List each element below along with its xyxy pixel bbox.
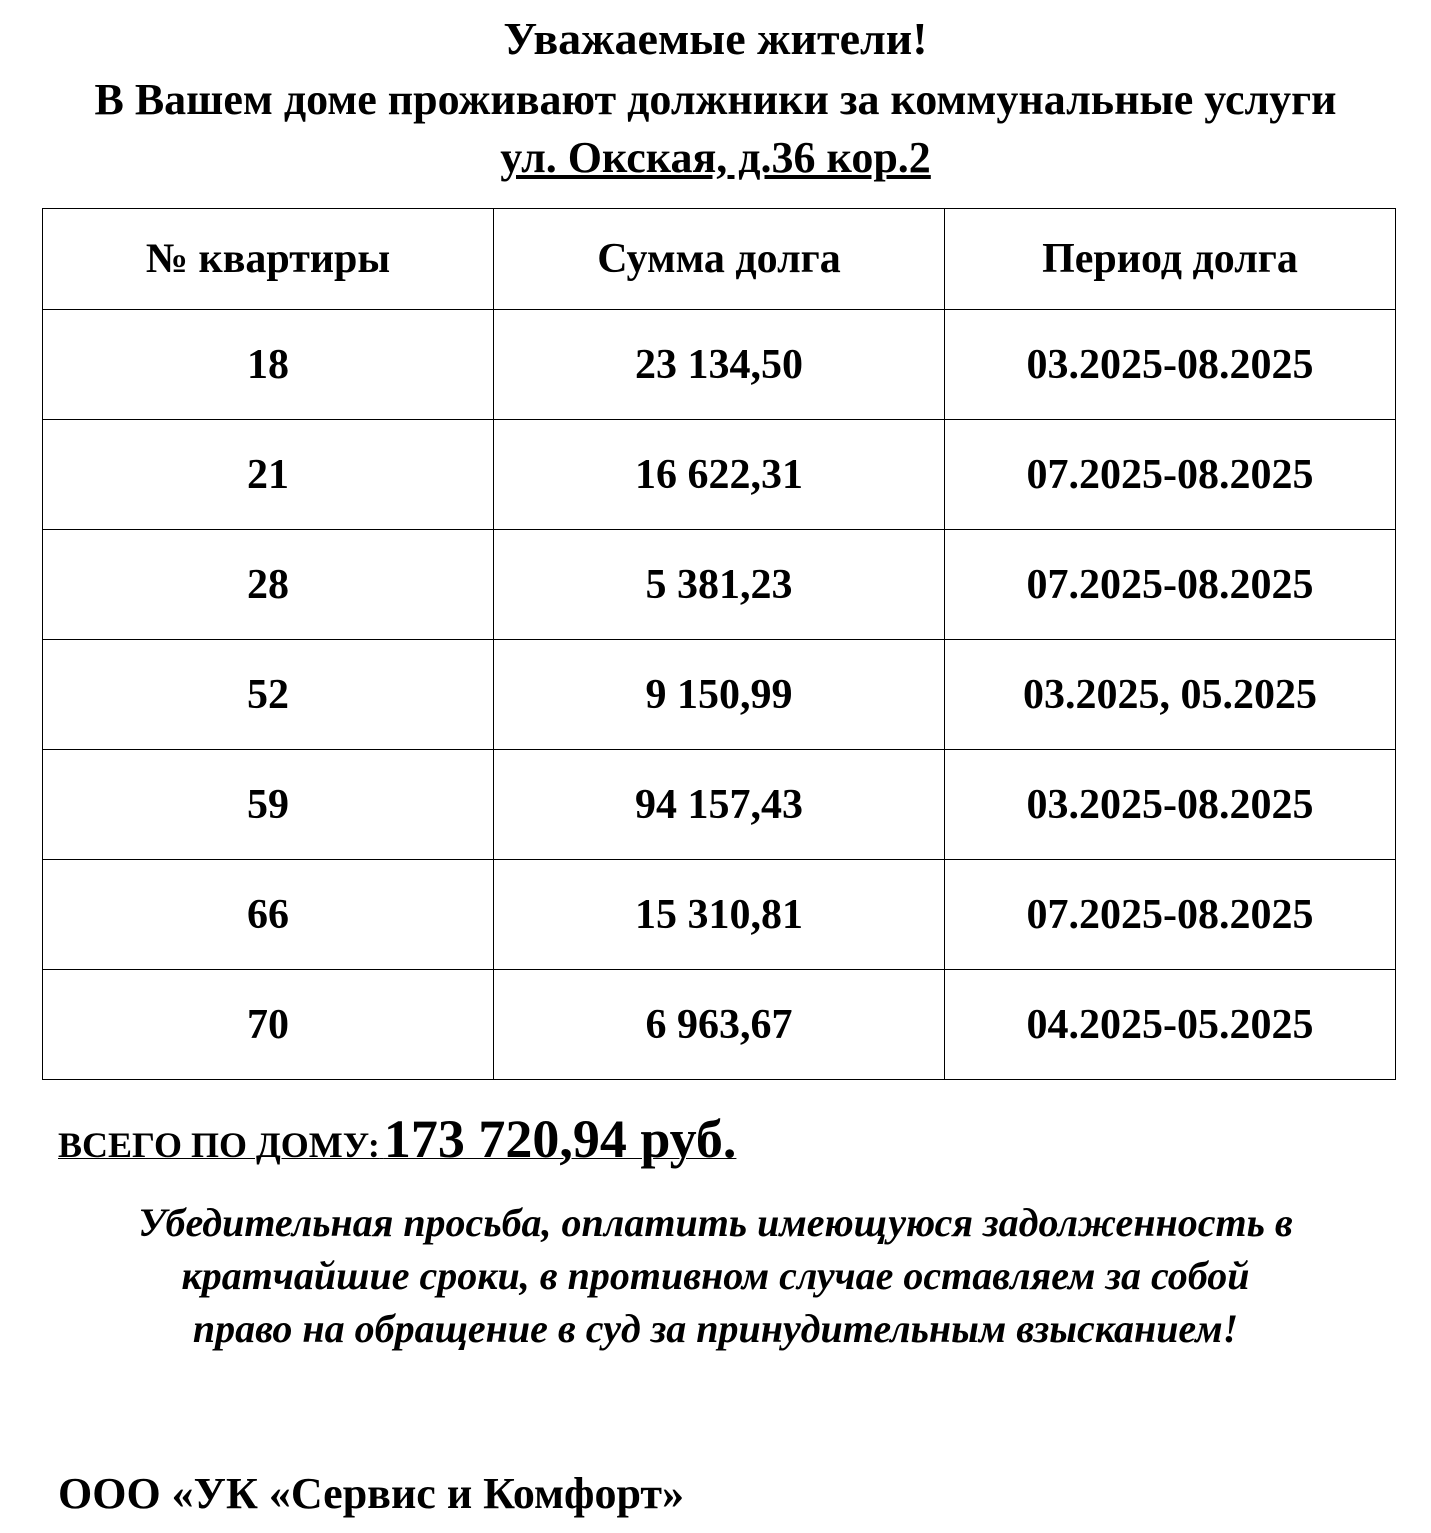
payment-request: Убедительная просьба, оплатить имеющуюся… xyxy=(0,1196,1431,1355)
cell-apartment: 21 xyxy=(42,419,494,530)
debtors-table: № квартиры Сумма долга Период долга 18 23… xyxy=(42,208,1396,1080)
greeting-heading: Уважаемые жители! xyxy=(503,13,928,64)
cell-period: 07.2025-08.2025 xyxy=(944,419,1396,530)
table-row: 18 23 134,50 03.2025-08.2025 xyxy=(42,309,1396,420)
cell-amount: 94 157,43 xyxy=(493,749,945,860)
cell-amount: 5 381,23 xyxy=(493,529,945,640)
cell-amount: 9 150,99 xyxy=(493,639,945,750)
payment-request-line: кратчайшие сроки, в противном случае ост… xyxy=(181,1253,1250,1298)
total-label: ВСЕГО ПО ДОМУ: xyxy=(58,1125,380,1165)
cell-amount: 23 134,50 xyxy=(493,309,945,420)
cell-period: 07.2025-08.2025 xyxy=(944,859,1396,970)
table-row: 21 16 622,31 07.2025-08.2025 xyxy=(42,419,1396,530)
cell-period: 07.2025-08.2025 xyxy=(944,529,1396,640)
cell-period: 04.2025-05.2025 xyxy=(944,969,1396,1080)
cell-apartment: 18 xyxy=(42,309,494,420)
table-row: 28 5 381,23 07.2025-08.2025 xyxy=(42,529,1396,640)
address-text: ул. Окская, д.36 кор.2 xyxy=(500,133,931,182)
table-row: 52 9 150,99 03.2025, 05.2025 xyxy=(42,639,1396,750)
cell-period: 03.2025-08.2025 xyxy=(944,749,1396,860)
cell-apartment: 59 xyxy=(42,749,494,860)
column-header-apartment: № квартиры xyxy=(42,208,494,310)
cell-period: 03.2025-08.2025 xyxy=(944,309,1396,420)
payment-request-line: право на обращение в суд за принудительн… xyxy=(192,1306,1239,1351)
cell-apartment: 70 xyxy=(42,969,494,1080)
payment-request-line: Убедительная просьба, оплатить имеющуюся… xyxy=(138,1200,1293,1245)
table-row: 66 15 310,81 07.2025-08.2025 xyxy=(42,859,1396,970)
table-row: 59 94 157,43 03.2025-08.2025 xyxy=(42,749,1396,860)
column-header-period: Период долга xyxy=(944,208,1396,310)
table-header-row: № квартиры Сумма долга Период долга xyxy=(42,208,1396,310)
cell-apartment: 52 xyxy=(42,639,494,750)
cell-apartment: 66 xyxy=(42,859,494,970)
cell-amount: 6 963,67 xyxy=(493,969,945,1080)
cell-apartment: 28 xyxy=(42,529,494,640)
cell-period: 03.2025, 05.2025 xyxy=(944,639,1396,750)
column-header-amount: Сумма долга xyxy=(493,208,945,310)
cell-amount: 15 310,81 xyxy=(493,859,945,970)
cell-amount: 16 622,31 xyxy=(493,419,945,530)
address-heading: ул. Окская, д.36 кор.2 xyxy=(0,132,1431,183)
table-row: 70 6 963,67 04.2025-05.2025 xyxy=(42,969,1396,1080)
total-amount: 173 720,94 руб. xyxy=(383,1109,737,1169)
subtitle-heading: В Вашем доме проживают должники за комму… xyxy=(94,75,1337,124)
organization-signature: ООО «УК «Сервис и Комфорт» xyxy=(58,1469,684,1518)
house-total: ВСЕГО ПО ДОМУ: 173 720,94 руб. xyxy=(58,1108,736,1170)
